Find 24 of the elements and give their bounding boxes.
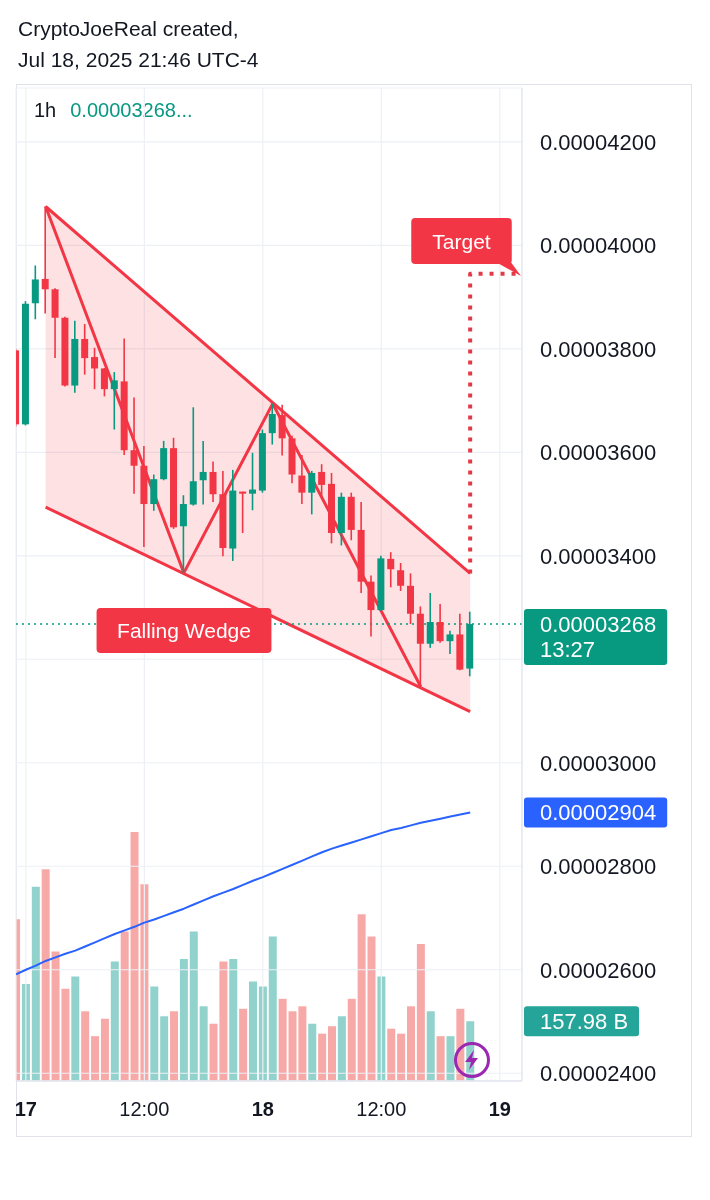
x-tick-label: 12:00 — [356, 1098, 407, 1121]
text: 157.98 B — [540, 1009, 629, 1035]
text: CryptoJoeReal created, — [18, 16, 239, 42]
x-tick-label: 12:00 — [119, 1098, 170, 1121]
annotation: 0.00003268... — [70, 98, 193, 123]
annotation: Falling Wedge — [117, 619, 251, 643]
y-tick-label: 0.00003600 — [540, 440, 657, 466]
y-tick-label: 0.00002800 — [540, 854, 657, 880]
y-tick-label: 0.00002600 — [540, 957, 657, 983]
x-tick-label: 18 — [251, 1098, 274, 1121]
annotation: Target — [432, 229, 491, 253]
y-tick-label: 0.00003800 — [540, 336, 657, 362]
y-tick-label: 0.00003400 — [540, 543, 657, 569]
y-tick-label: 0.00004000 — [540, 233, 657, 259]
y-tick-label: 0.00002400 — [540, 1061, 657, 1087]
ref-line-label: 0.00003268 — [540, 612, 657, 638]
text: Jul 18, 2025 21:46 UTC-4 — [18, 47, 259, 73]
text: 1h — [34, 98, 57, 123]
x-tick-label: 19 — [488, 1098, 511, 1121]
y-tick-label: 0.00004200 — [540, 129, 657, 155]
x-tick-label: 17 — [14, 1098, 37, 1121]
text: 13:27 — [540, 637, 596, 663]
text: 0.00002904 — [540, 800, 657, 826]
y-tick-label: 0.00003000 — [540, 750, 657, 776]
